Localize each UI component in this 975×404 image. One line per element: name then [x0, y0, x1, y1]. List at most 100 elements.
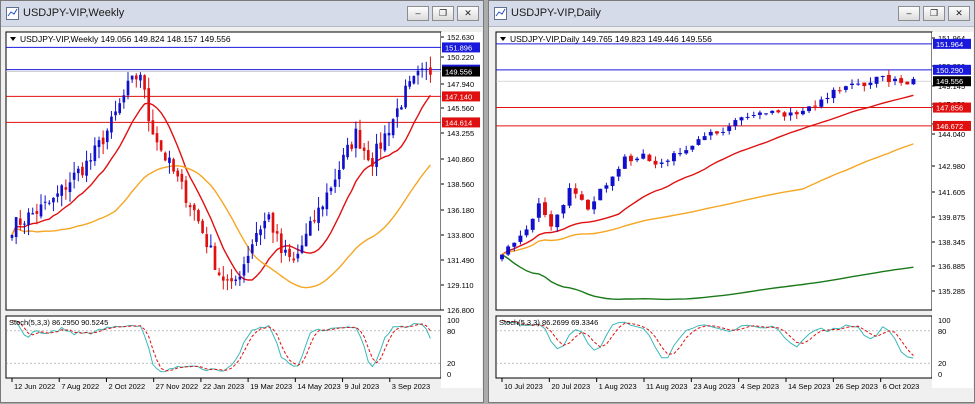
weekly-price-chart[interactable]: USDJPY-VIP,Weekly 149.056 149.824 148.15…: [1, 1, 485, 404]
daily-price-chart[interactable]: USDJPY-VIP,Daily 149.765 149.823 149.446…: [489, 1, 975, 404]
candle-body: [843, 86, 848, 90]
candle-body: [518, 235, 523, 242]
candle-body: [300, 245, 304, 253]
candle-body: [573, 188, 578, 194]
price-tick-label: 149.145: [938, 82, 965, 91]
candle-body: [764, 113, 769, 115]
candle-body: [616, 168, 621, 177]
candle-body: [23, 223, 26, 225]
candle-body: [292, 258, 296, 261]
svg-text:144.614: 144.614: [445, 118, 472, 127]
candle-body: [201, 220, 204, 234]
candle-body: [880, 76, 885, 78]
level-label: 151.964: [933, 38, 971, 49]
candle-body: [813, 105, 818, 107]
minimize-button[interactable]: –: [407, 6, 429, 21]
minimize-button[interactable]: –: [898, 6, 920, 21]
price-tick-label: 142.980: [938, 162, 965, 171]
candle-body: [81, 166, 84, 176]
candle-body: [325, 192, 329, 210]
restore-button[interactable]: ❐: [923, 6, 945, 21]
candle-body: [151, 120, 155, 135]
svg-text:149.556: 149.556: [936, 77, 963, 86]
candle-body: [10, 234, 14, 238]
candle-body: [862, 82, 867, 87]
price-panel: [495, 31, 933, 311]
header-dropdown-icon: [500, 37, 506, 41]
candle-body: [114, 111, 117, 116]
price-tick-label: 135.285: [938, 287, 965, 296]
candle-body: [868, 82, 873, 86]
date-tick-label: 7 Aug 2022: [61, 382, 99, 391]
candle-body: [893, 78, 897, 82]
price-tick-label: 133.800: [447, 231, 474, 240]
candle-body: [671, 153, 676, 162]
candle-body: [628, 155, 633, 162]
candle-body: [745, 116, 750, 118]
svg-text:146.672: 146.672: [936, 122, 963, 131]
candle-body: [52, 197, 55, 203]
svg-text:147.140: 147.140: [445, 92, 472, 101]
candle-body: [105, 130, 109, 143]
candle-body: [60, 185, 64, 196]
date-tick-label: 12 Jun 2022: [14, 382, 55, 391]
candle-body: [412, 75, 416, 84]
candle-body: [263, 220, 267, 229]
candle-body: [530, 218, 535, 230]
candle-body: [205, 234, 209, 248]
candle-body: [899, 78, 904, 83]
candle-body: [101, 137, 105, 145]
candle-body: [653, 160, 658, 165]
candle-body: [647, 154, 652, 161]
weekly-chart-window[interactable]: USDJPY-VIP,Weekly – ❐ ✕ USDJPY-VIP,Weekl…: [0, 0, 484, 403]
candle-body: [733, 120, 738, 127]
daily-chart-window[interactable]: USDJPY-VIP,Daily – ❐ ✕ USDJPY-VIP,Daily …: [488, 0, 975, 403]
candle-body: [180, 173, 184, 182]
candle-body: [500, 254, 504, 260]
candle-body: [794, 112, 799, 115]
candle-body: [819, 99, 824, 107]
svg-text:149.556: 149.556: [445, 68, 472, 77]
candle-body: [68, 182, 72, 193]
window-title-bar[interactable]: USDJPY-VIP,Daily – ❐ ✕: [489, 1, 974, 27]
candle-body: [130, 75, 134, 80]
price-axis-background: [441, 32, 482, 388]
stoch-tick-label: 20: [938, 359, 946, 368]
candle-body: [424, 68, 428, 70]
candle-body: [375, 143, 378, 167]
candle-body: [404, 85, 407, 108]
candle-body: [696, 139, 701, 145]
price-tick-label: 136.180: [447, 206, 474, 215]
stoch-signal-line: [501, 319, 914, 356]
price-tick-label: 140.860: [447, 155, 474, 164]
candle-body: [610, 176, 615, 186]
stoch-signal-line: [11, 320, 431, 372]
candle-body: [592, 201, 597, 210]
candle-body: [708, 131, 713, 136]
level-label: 146.672: [933, 120, 971, 131]
window-title: USDJPY-VIP,Daily: [511, 7, 601, 19]
candle-body: [209, 245, 213, 248]
candle-body: [635, 158, 640, 161]
candle-body: [512, 242, 517, 247]
close-button[interactable]: ✕: [948, 6, 970, 21]
candle-body: [110, 116, 113, 133]
candle-body: [85, 160, 88, 176]
candle-body: [255, 232, 258, 242]
candle-body: [886, 74, 891, 83]
candle-body: [271, 212, 275, 233]
candle-body: [659, 162, 664, 164]
candle-body: [379, 142, 383, 149]
candle-body: [684, 150, 689, 154]
window-title-bar[interactable]: USDJPY-VIP,Weekly – ❐ ✕: [1, 1, 483, 27]
candle-body: [72, 172, 76, 180]
restore-button[interactable]: ❐: [432, 6, 454, 21]
candle-body: [176, 170, 180, 177]
candle-body: [358, 129, 362, 149]
date-tick-label: 27 Nov 2022: [156, 382, 199, 391]
candle-body: [770, 110, 775, 113]
candle-body: [321, 206, 325, 210]
candle-body: [598, 188, 603, 201]
price-tick-label: 139.875: [938, 213, 965, 222]
close-button[interactable]: ✕: [457, 6, 479, 21]
